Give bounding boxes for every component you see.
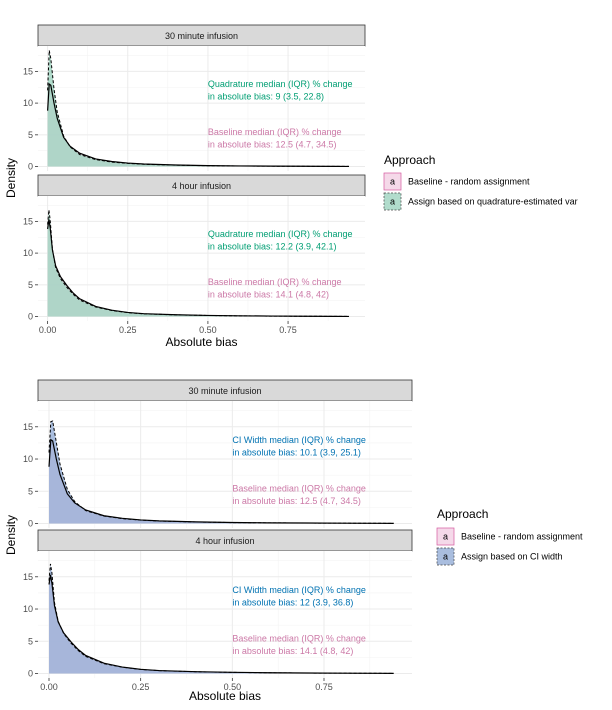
- facet-2: 4 hour infusion CI Width median (IQR) % c…: [23, 529, 413, 692]
- annotation-alt-line-2: in absolute bias: 9 (3.5, 22.8): [208, 92, 324, 102]
- annotation-alt-line-2: in absolute bias: 10.1 (3.9, 25.1): [232, 447, 361, 457]
- legend-key-alt: [436, 547, 455, 566]
- legend-key-letter: a: [443, 532, 448, 542]
- alt-density-area: [47, 209, 349, 317]
- facet-strip-label: 30 minute infusion: [188, 386, 261, 396]
- alt-density-line: [48, 420, 394, 524]
- annotation-baseline-line-1: Baseline median (IQR) % change: [232, 483, 366, 493]
- facet-1: 30 minute infusion CI Width median (IQR) …: [23, 379, 413, 528]
- annotation-baseline-line-2: in absolute bias: 14.1 (4.8, 42): [208, 289, 329, 299]
- x-tick-label: 0.00: [40, 682, 58, 692]
- y-tick-label: 5: [28, 130, 33, 140]
- panel-background: [38, 46, 365, 171]
- y-tick-label: 10: [23, 248, 33, 258]
- x-axis-title: Absolute bias: [189, 689, 261, 703]
- annotation-alt-line-2: in absolute bias: 12.2 (3.9, 42.1): [208, 242, 337, 252]
- facet-strip-label: 4 hour infusion: [195, 536, 254, 546]
- y-tick-label: 10: [23, 454, 33, 464]
- x-tick-label: 0.25: [119, 325, 137, 335]
- annotation-baseline-line-1: Baseline median (IQR) % change: [208, 127, 342, 137]
- alt-density-area: [49, 420, 394, 524]
- legend-title: Approach: [437, 507, 488, 521]
- legend-key-letter: a: [390, 177, 395, 187]
- legend: Approach a Baseline - random assignment a As…: [436, 507, 583, 566]
- annotation-alt-line-2: in absolute bias: 12 (3.9, 36.8): [232, 597, 353, 607]
- panel-background: [38, 196, 365, 321]
- y-axis-title: Density: [4, 515, 18, 555]
- legend-key-baseline: [383, 172, 402, 191]
- annotation-alt-line-1: Quadrature median (IQR) % change: [208, 79, 353, 89]
- legend-label-baseline: Baseline - random assignment: [461, 532, 583, 542]
- y-tick-label: 15: [23, 422, 33, 432]
- annotation-baseline-line-2: in absolute bias: 12.5 (4.7, 34.5): [208, 139, 337, 149]
- y-tick-label: 5: [28, 486, 33, 496]
- legend-key-baseline: [436, 527, 455, 546]
- x-tick-label: 0.75: [279, 325, 297, 335]
- y-axis-title: Density: [4, 158, 18, 198]
- alt-density-line: [47, 50, 349, 167]
- legend-label-baseline: Baseline - random assignment: [408, 177, 530, 187]
- legend-key-letter: a: [390, 197, 395, 207]
- legend-key-letter: a: [443, 552, 448, 562]
- y-tick-label: 15: [23, 216, 33, 226]
- annotation-alt-line-1: CI Width median (IQR) % change: [232, 435, 366, 445]
- alt-density-area: [49, 563, 394, 674]
- x-tick-label: 0.25: [132, 682, 150, 692]
- alt-density-line: [47, 209, 349, 317]
- legend-key-alt: [383, 192, 402, 211]
- y-tick-label: 5: [28, 636, 33, 646]
- y-tick-label: 0: [28, 312, 33, 322]
- alt-density-line: [48, 563, 394, 674]
- annotation-alt-line-1: Quadrature median (IQR) % change: [208, 229, 353, 239]
- y-tick-label: 5: [28, 280, 33, 290]
- alt-density-area: [47, 50, 349, 167]
- y-tick-label: 0: [28, 668, 33, 678]
- y-tick-label: 10: [23, 604, 33, 614]
- x-tick-label: 0.50: [224, 682, 242, 692]
- y-tick-label: 0: [28, 162, 33, 172]
- legend-label-alt: Assign based on quadrature-estimated var: [408, 197, 578, 207]
- x-tick-label: 0.75: [315, 682, 333, 692]
- annotation-alt-line-1: CI Width median (IQR) % change: [232, 585, 366, 595]
- ci-width-figure: 30 minute infusion CI Width median (IQR) …: [4, 379, 583, 703]
- y-tick-label: 10: [23, 98, 33, 108]
- annotation-baseline-line-2: in absolute bias: 12.5 (4.7, 34.5): [232, 496, 361, 506]
- annotation-baseline-line-2: in absolute bias: 14.1 (4.8, 42): [232, 646, 353, 656]
- facet-2: 4 hour infusion Quadrature median (IQR) %…: [23, 174, 366, 335]
- panel-background: [38, 401, 412, 528]
- y-tick-label: 0: [28, 518, 33, 528]
- legend-title: Approach: [384, 153, 435, 167]
- x-tick-label: 0.00: [39, 325, 57, 335]
- y-tick-label: 15: [23, 66, 33, 76]
- facet-strip-label: 30 minute infusion: [165, 31, 238, 41]
- facet-1: 30 minute infusion Quadrature median (IQR…: [23, 24, 366, 172]
- x-tick-label: 0.50: [199, 325, 217, 335]
- facet-strip-label: 4 hour infusion: [172, 181, 231, 191]
- legend: Approach a Baseline - random assignment a As…: [383, 153, 578, 211]
- quadrature-figure: 30 minute infusion Quadrature median (IQR…: [4, 24, 578, 349]
- annotation-baseline-line-1: Baseline median (IQR) % change: [208, 277, 342, 287]
- x-axis-title: Absolute bias: [165, 335, 237, 349]
- annotation-baseline-line-1: Baseline median (IQR) % change: [232, 633, 366, 643]
- panel-background: [38, 551, 412, 678]
- legend-label-alt: Assign based on CI width: [461, 552, 563, 562]
- y-tick-label: 15: [23, 572, 33, 582]
